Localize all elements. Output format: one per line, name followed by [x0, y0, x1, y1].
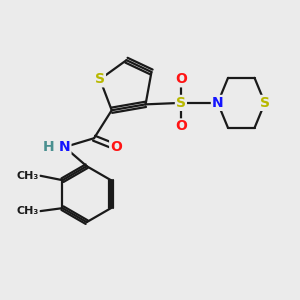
Text: O: O	[175, 119, 187, 134]
Text: CH₃: CH₃	[17, 171, 39, 181]
Text: S: S	[176, 96, 186, 110]
Text: O: O	[110, 140, 122, 154]
Text: N: N	[59, 140, 70, 154]
Text: S: S	[95, 72, 105, 86]
Text: H: H	[43, 140, 54, 154]
Text: O: O	[175, 72, 187, 86]
Text: CH₃: CH₃	[17, 206, 39, 216]
Text: S: S	[260, 96, 270, 110]
Text: N: N	[212, 96, 224, 110]
